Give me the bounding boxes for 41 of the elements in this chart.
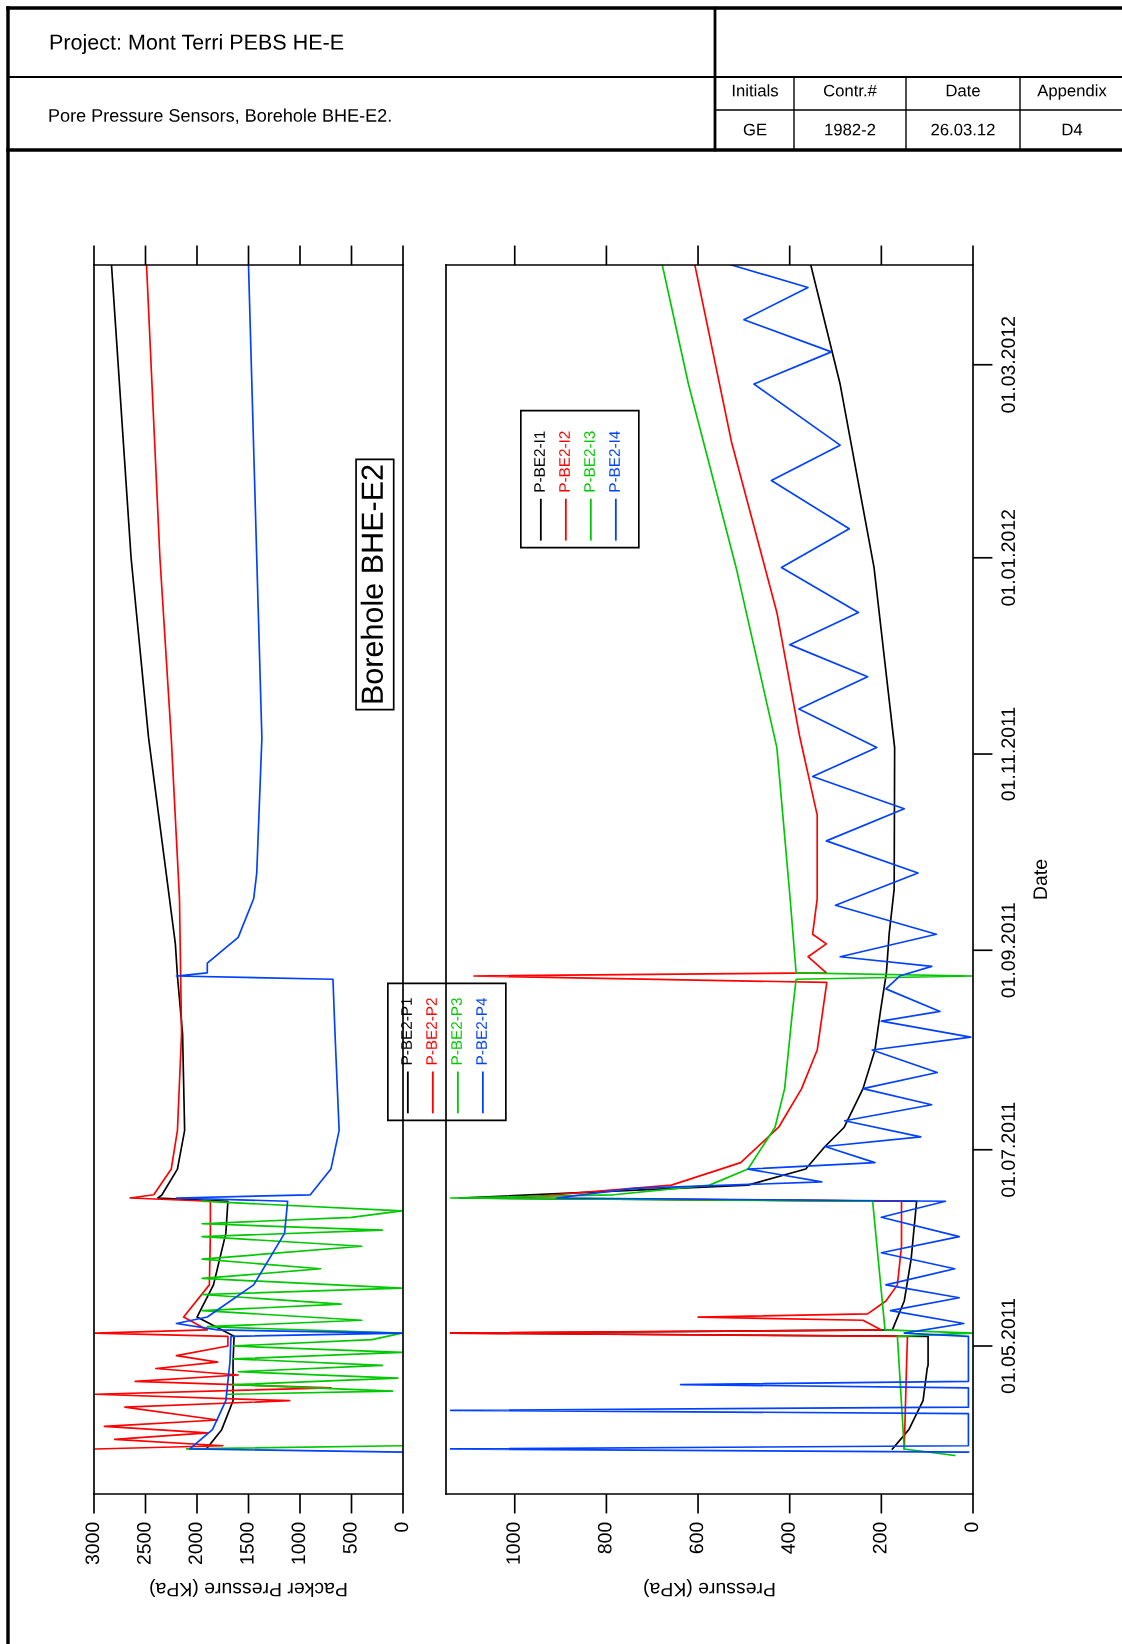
x-tick-label: 2000 (188, 1522, 203, 1565)
x-tick-label: 400 (781, 1522, 795, 1554)
x-tick-label: 500 (342, 1522, 357, 1554)
text: Initials (732, 84, 779, 97)
text: P-BE2-P2 (426, 998, 437, 1065)
x-tick-label: 1000 (506, 1522, 520, 1564)
y-tick-label: 01.05.2011 (1001, 1299, 1016, 1394)
y-tick-label: 01.11.2011 (1001, 707, 1016, 801)
x-tick-label: 1500 (239, 1522, 254, 1564)
y-tick-label: 01.09.2011 (1001, 903, 1016, 998)
text: Pore Pressure Sensors, Borehole BHE-E2. (49, 108, 391, 124)
y-tick-label: 01.01.2012 (1001, 510, 1016, 606)
text: P-BE2-P3 (451, 998, 462, 1065)
x-tick-label: 600 (689, 1522, 704, 1554)
x-tick-label: 0 (964, 1522, 979, 1532)
text: GE (743, 123, 767, 136)
text: P-BE2-I4 (609, 431, 620, 492)
text: P-BE2-P4 (476, 997, 487, 1065)
x-tick-label: 0 (394, 1522, 409, 1532)
annotation: Borehole BHE-E2 (360, 465, 384, 703)
x-axis-title: Pressure (KPa) (644, 1578, 775, 1598)
x-tick-label: 1000 (291, 1522, 306, 1564)
y-axis-title: Date (1033, 859, 1048, 899)
x-tick-label: 800 (597, 1522, 612, 1554)
text: D4 (1062, 123, 1083, 136)
text: Date (946, 84, 980, 97)
text: P-BE2-P1 (401, 998, 412, 1065)
text: Contr.# (823, 84, 877, 97)
text: 1982-2 (825, 123, 876, 136)
text: P-BE2-I2 (559, 431, 570, 492)
text: 26.03.12 (931, 123, 995, 136)
x-tick-label: 3000 (85, 1522, 100, 1565)
y-tick-label: 01.03.2012 (1001, 317, 1016, 413)
y-tick-label: 01.07.2011 (1001, 1102, 1016, 1197)
text: P-BE2-I3 (584, 431, 595, 492)
text: Project: Mont Terri PEBS HE-E (50, 33, 344, 55)
text: P-BE2-I1 (534, 431, 545, 492)
x-axis-title: Packer Pressure (KPa) (150, 1578, 347, 1598)
x-tick-label: 200 (872, 1522, 887, 1554)
text: Appendix (1037, 84, 1107, 100)
x-tick-label: 2500 (136, 1522, 151, 1565)
